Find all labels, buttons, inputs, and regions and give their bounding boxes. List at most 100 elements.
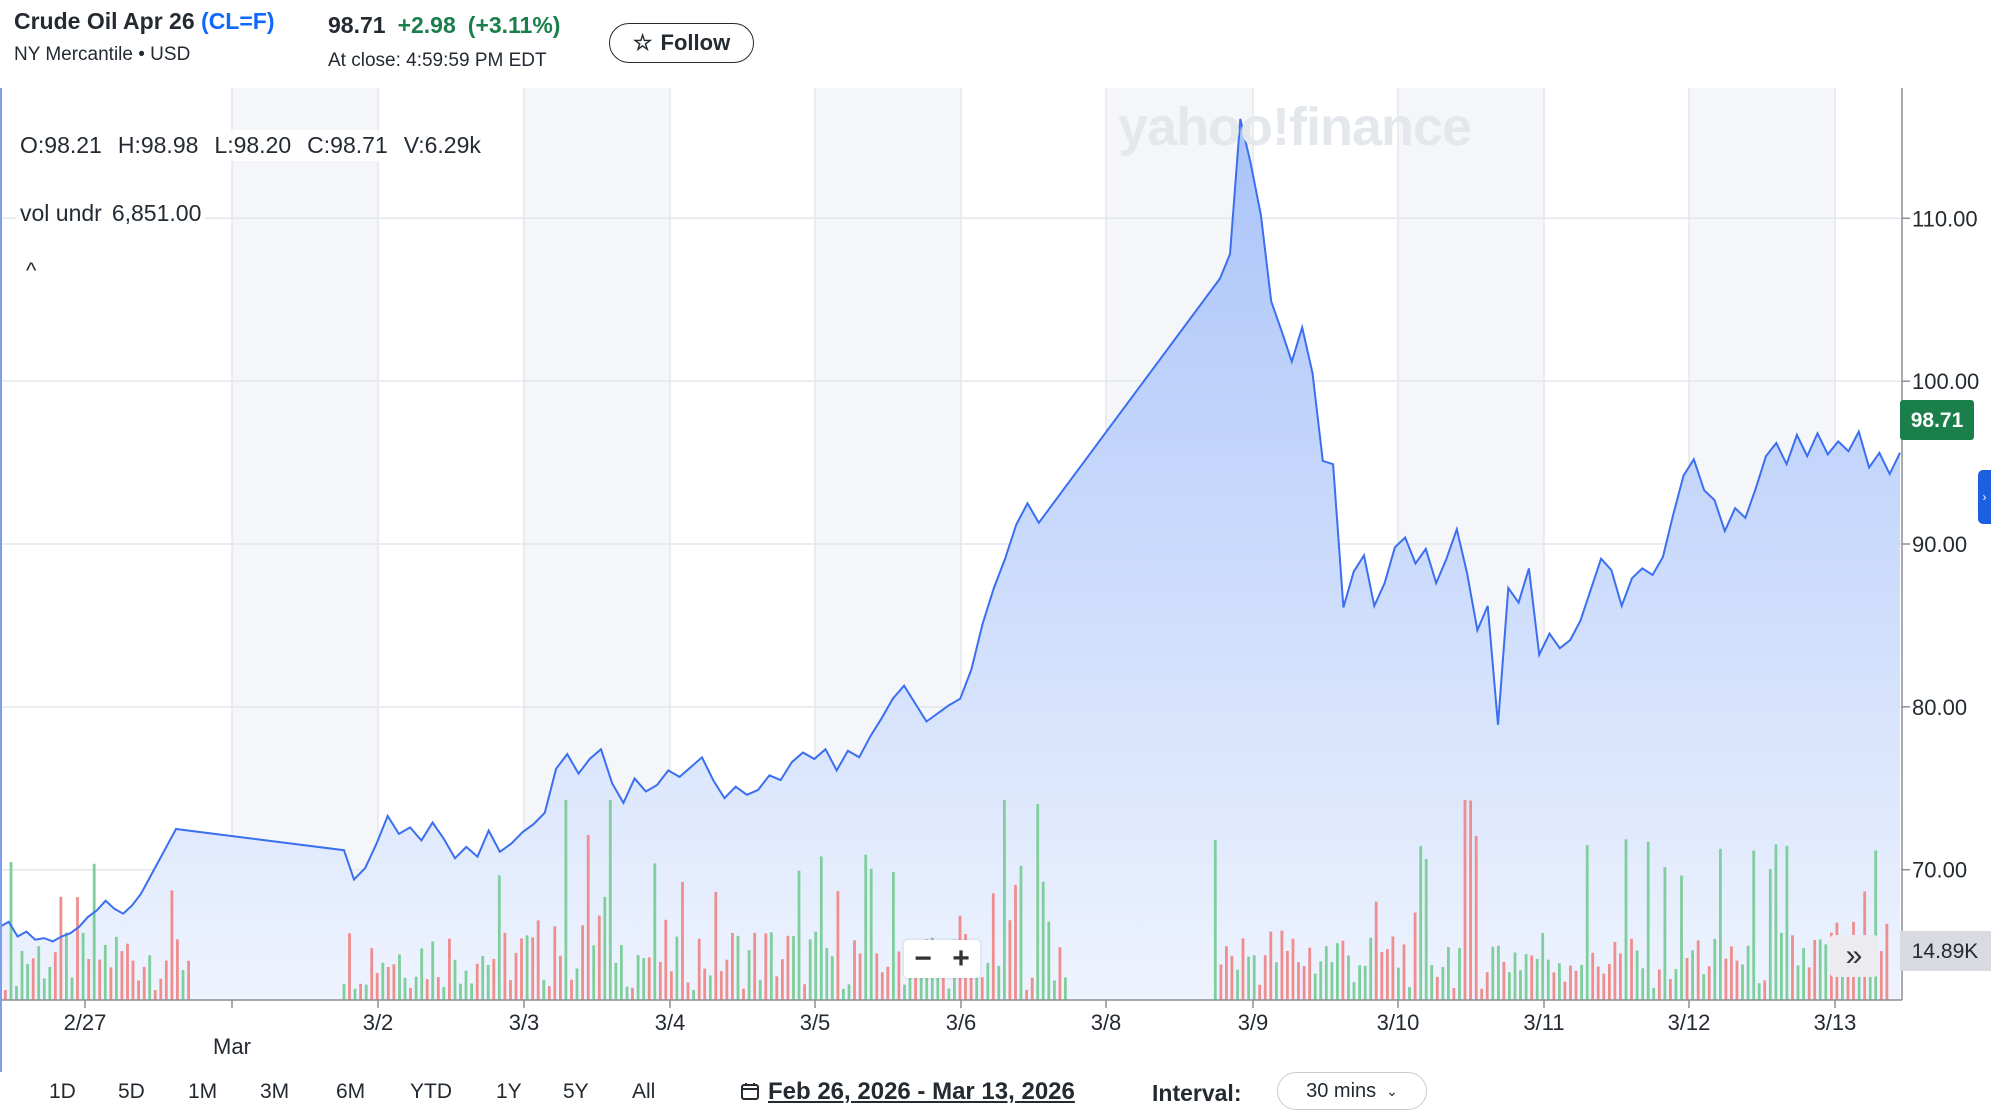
volume-bar (1552, 972, 1556, 1000)
volume-bar (1241, 938, 1245, 1000)
volume-bar (1291, 938, 1295, 1000)
calendar-icon (741, 1083, 759, 1100)
volume-bar (1213, 840, 1217, 1000)
volume-bar (87, 959, 91, 1000)
volume-bar (1058, 947, 1062, 1000)
volume-bar (1635, 950, 1639, 1000)
volume-bar (342, 984, 346, 1000)
volume-bar (1053, 980, 1056, 1000)
volume-bar (647, 957, 651, 1000)
volume-bar (736, 935, 740, 1000)
volume-bar (1480, 988, 1484, 1000)
volume-bar (658, 961, 662, 1000)
date-range-picker[interactable]: Feb 26, 2026 - Mar 13, 2026 (740, 1078, 1075, 1106)
volume-bar (742, 988, 745, 1000)
volume-bar (1691, 950, 1694, 1000)
volume-bar (1585, 845, 1589, 1000)
volume-bar (1780, 932, 1783, 1000)
volume-bar (392, 964, 396, 1000)
volume-bar (481, 956, 485, 1000)
volume-bar (364, 984, 368, 1000)
volume-bar (1596, 966, 1600, 1000)
close-timestamp: At close: 4:59:59 PM EDT (328, 50, 547, 71)
volume-bar (608, 800, 612, 1000)
chevron-up-icon[interactable]: ^ (26, 258, 37, 283)
range-1m-button[interactable]: 1M (188, 1080, 218, 1103)
range-ytd-button[interactable]: YTD (410, 1080, 452, 1103)
volume-bar (1336, 943, 1339, 1000)
volume-bar (1680, 875, 1683, 1000)
volume-bar (725, 959, 729, 1000)
volume-bar (37, 946, 41, 1000)
volume-bar (497, 875, 501, 1000)
y-tick-label: 100.00 (1912, 369, 1979, 394)
volume-bar (731, 933, 734, 1000)
volume-bar (109, 967, 113, 1000)
quote-header: Crude Oil Apr 26 (CL=F) NY Mercantile • … (0, 0, 1991, 88)
close-value: C:98.71 (307, 132, 388, 158)
x-tick-label: 2/27 (64, 1010, 107, 1035)
volume-bar (1485, 972, 1489, 1000)
volume-bar (1574, 970, 1578, 1000)
price-chart[interactable]: 70.00 80.00 90.00 100.00 110.00 2/27 Mar 3/2 3/3… (0, 88, 1991, 1072)
volume-bar (1435, 976, 1439, 1000)
volume-bar (620, 945, 623, 1000)
range-3m-button[interactable]: 3M (260, 1080, 290, 1103)
x-tick-label: Mar (213, 1034, 251, 1059)
volume-bar (764, 933, 768, 1000)
zoom-out-button[interactable]: − (914, 942, 932, 975)
instrument-name: Crude Oil Apr 26 (14, 8, 195, 34)
volume-bar (1497, 945, 1500, 1000)
low-value: L:98.20 (214, 132, 292, 158)
volume-bar (475, 963, 479, 1000)
volume-bar (853, 940, 856, 1000)
volume-bar (858, 953, 862, 1000)
x-tick-label: 3/6 (946, 1010, 977, 1035)
volume-bar (575, 968, 579, 1000)
volume-bar (164, 960, 168, 1000)
volume-bar (148, 955, 152, 1000)
range-all-button[interactable]: All (632, 1080, 656, 1103)
volume-bar (919, 958, 923, 1000)
volume-bar (986, 962, 990, 1000)
volume-bar (1236, 969, 1239, 1000)
follow-button[interactable]: ☆ Follow (609, 23, 754, 63)
volume-bar (1530, 955, 1534, 1000)
volume-bar (914, 977, 917, 1000)
volume-bar (115, 936, 118, 1000)
range-5y-button[interactable]: 5Y (563, 1080, 589, 1103)
volume-bar (903, 984, 906, 1000)
volume-bar (1669, 979, 1672, 1000)
panel-expand-tab[interactable]: › (1978, 470, 1991, 524)
volume-bar (603, 896, 607, 1000)
volume-bar (514, 952, 518, 1000)
range-5d-button[interactable]: 5D (118, 1080, 145, 1103)
volume-bar (1408, 987, 1411, 1000)
volume-bar (431, 941, 435, 1000)
volume-bar (1563, 981, 1567, 1000)
volume-bar (486, 964, 490, 1000)
interval-select[interactable]: 30 mins ⌄ (1277, 1072, 1427, 1110)
zoom-in-button[interactable]: + (952, 942, 970, 975)
volume-bar (1624, 839, 1628, 1000)
volume-bar (1874, 850, 1878, 1000)
chevron-down-icon: ⌄ (1386, 1082, 1398, 1099)
ticker-symbol[interactable]: (CL=F) (201, 8, 275, 34)
volume-bar (42, 978, 46, 1000)
volume-bar (1036, 804, 1040, 1000)
range-1d-button[interactable]: 1D (49, 1080, 76, 1103)
volume-bar (187, 960, 190, 1000)
double-chevron-right-icon[interactable]: » (1830, 935, 1878, 977)
volume-bar (59, 896, 63, 1000)
volume-bar (1719, 848, 1722, 1000)
volume-bar (153, 990, 157, 1000)
volume-bar (1813, 939, 1817, 1000)
volume-bar (370, 948, 374, 1000)
volume-bar (15, 986, 18, 1000)
volume-bar (142, 966, 146, 1000)
volume-bar (103, 944, 107, 1000)
volume-bar (753, 932, 757, 1000)
range-1y-button[interactable]: 1Y (496, 1080, 522, 1103)
range-6m-button[interactable]: 6M (336, 1080, 366, 1103)
volume-bar (1824, 944, 1828, 1000)
